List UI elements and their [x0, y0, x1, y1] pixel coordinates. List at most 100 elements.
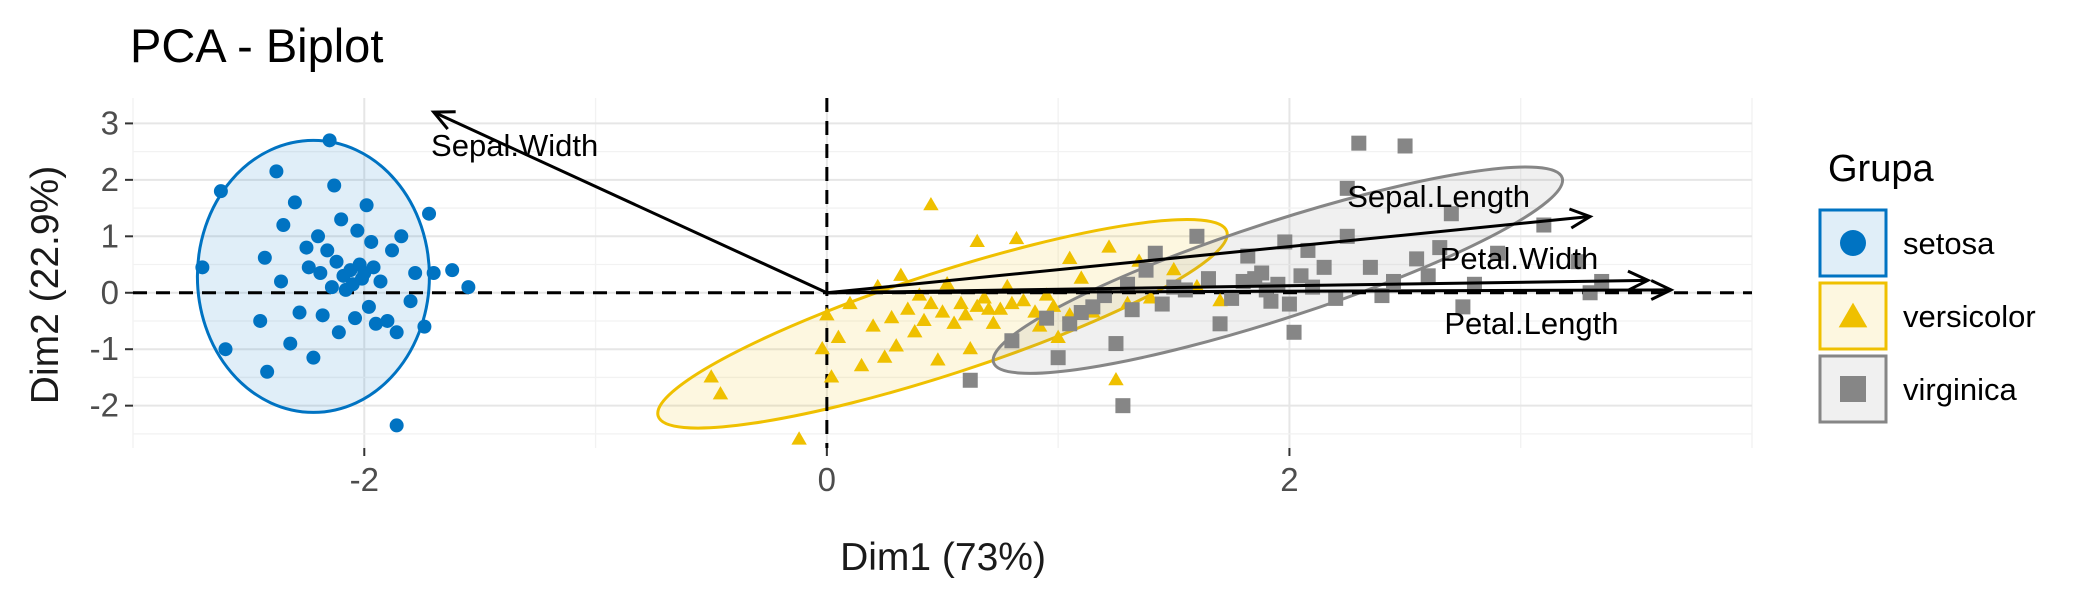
arrow-head: [1627, 269, 1652, 292]
point-versicolor: [853, 357, 870, 372]
point-virginica: [1085, 299, 1101, 315]
y-tick-label: 0: [101, 274, 119, 311]
point-setosa: [320, 243, 335, 258]
point-setosa: [329, 254, 344, 269]
ellipse-versicolor: [656, 218, 1229, 430]
point-virginica: [1420, 268, 1436, 284]
point-virginica: [1397, 138, 1413, 154]
variable-label: Sepal.Length: [1347, 179, 1530, 214]
concentration-ellipses: [195, 138, 1565, 430]
legend-marker-versicolor: [1838, 302, 1868, 328]
point-virginica: [1339, 180, 1355, 196]
point-virginica: [1004, 333, 1020, 349]
point-versicolor: [1045, 298, 1062, 312]
point-virginica: [1270, 276, 1286, 292]
point-versicolor: [981, 301, 997, 315]
arrow-petal-length: Petal.Length: [826, 279, 1675, 341]
point-virginica: [1039, 310, 1055, 326]
point-versicolor: [830, 329, 847, 343]
point-versicolor: [911, 287, 928, 301]
point-setosa: [385, 243, 400, 258]
point-versicolor: [819, 307, 835, 321]
arrow-shaft: [826, 278, 1648, 295]
point-virginica: [1147, 245, 1163, 261]
point-versicolor: [962, 340, 978, 355]
ellipse-virginica: [991, 165, 1565, 375]
point-versicolor: [930, 352, 946, 366]
point-setosa: [299, 240, 314, 255]
point-versicolor: [1108, 372, 1124, 386]
point-versicolor: [865, 318, 881, 332]
point-versicolor: [1142, 290, 1159, 304]
point-virginica: [1108, 336, 1124, 352]
point-versicolor: [953, 295, 969, 310]
point-versicolor: [985, 315, 1002, 329]
point-setosa: [361, 299, 376, 314]
legend-item-setosa: setosa: [1818, 208, 1995, 278]
legend-item-versicolor: versicolor: [1818, 281, 2036, 351]
point-versicolor: [888, 338, 904, 352]
point-setosa: [324, 280, 339, 295]
point-versicolor: [814, 340, 830, 355]
point-virginica: [1138, 262, 1154, 278]
point-setosa: [301, 260, 316, 275]
point-versicolor: [712, 386, 729, 400]
point-virginica: [1293, 268, 1309, 284]
point-setosa: [380, 313, 395, 328]
y-tick-label: 3: [101, 104, 119, 141]
point-setosa: [348, 311, 363, 326]
point-setosa: [426, 266, 441, 280]
point-setosa: [364, 234, 379, 249]
x-tick-label: 0: [818, 461, 836, 498]
point-setosa: [311, 229, 326, 244]
legend-label-virginica: virginica: [1903, 372, 2017, 407]
point-setosa: [327, 178, 342, 193]
point-setosa: [306, 350, 321, 365]
point-versicolor: [791, 431, 807, 445]
point-virginica: [1189, 228, 1205, 244]
arrow-shaft: [826, 215, 1591, 295]
point-setosa: [257, 250, 272, 265]
legend: Grupa setosa versicolor virginica: [1818, 148, 2036, 424]
point-virginica: [1062, 316, 1078, 332]
point-versicolor: [923, 295, 939, 310]
point-setosa: [334, 212, 349, 227]
point-virginica: [1351, 135, 1367, 151]
point-virginica: [962, 372, 978, 388]
point-versicolor: [870, 278, 886, 293]
point-virginica: [1409, 251, 1425, 267]
point-setosa: [331, 325, 346, 340]
variable-arrows: Sepal.Width Sepal.Length Petal.Width Petal.…: [430, 110, 1675, 341]
point-virginica: [1455, 299, 1471, 315]
point-virginica: [1050, 350, 1066, 366]
point-versicolor: [842, 295, 858, 310]
point-virginica: [1263, 293, 1279, 309]
point-setosa: [276, 218, 291, 233]
point-setosa: [373, 274, 388, 289]
legend-item-virginica: virginica: [1818, 354, 2017, 424]
y-tick-label: 2: [101, 161, 119, 198]
arrow-head: [1568, 207, 1594, 230]
point-virginica: [1328, 290, 1344, 306]
arrow-shaft: [826, 288, 1672, 295]
arrow-head: [1650, 279, 1675, 301]
point-versicolor: [916, 312, 932, 327]
point-setosa: [366, 260, 381, 275]
point-versicolor: [703, 369, 719, 383]
legend-marker-virginica: [1840, 376, 1866, 402]
chart-title: PCA - Biplot: [130, 19, 383, 72]
series-versicolor: [703, 197, 1228, 445]
point-versicolor: [1015, 292, 1032, 307]
point-versicolor: [969, 233, 985, 248]
x-tick-label: -2: [350, 461, 379, 498]
point-virginica: [1432, 240, 1448, 256]
point-versicolor: [1027, 304, 1043, 318]
point-virginica: [1115, 398, 1131, 414]
point-setosa: [315, 308, 330, 323]
y-axis-title: Dim2 (22.9%): [24, 166, 67, 404]
point-virginica: [1254, 265, 1270, 281]
point-versicolor: [907, 324, 923, 338]
axes: -2 0 2 -2 -1 0 1 2 3: [90, 104, 1299, 498]
point-setosa: [274, 274, 289, 289]
